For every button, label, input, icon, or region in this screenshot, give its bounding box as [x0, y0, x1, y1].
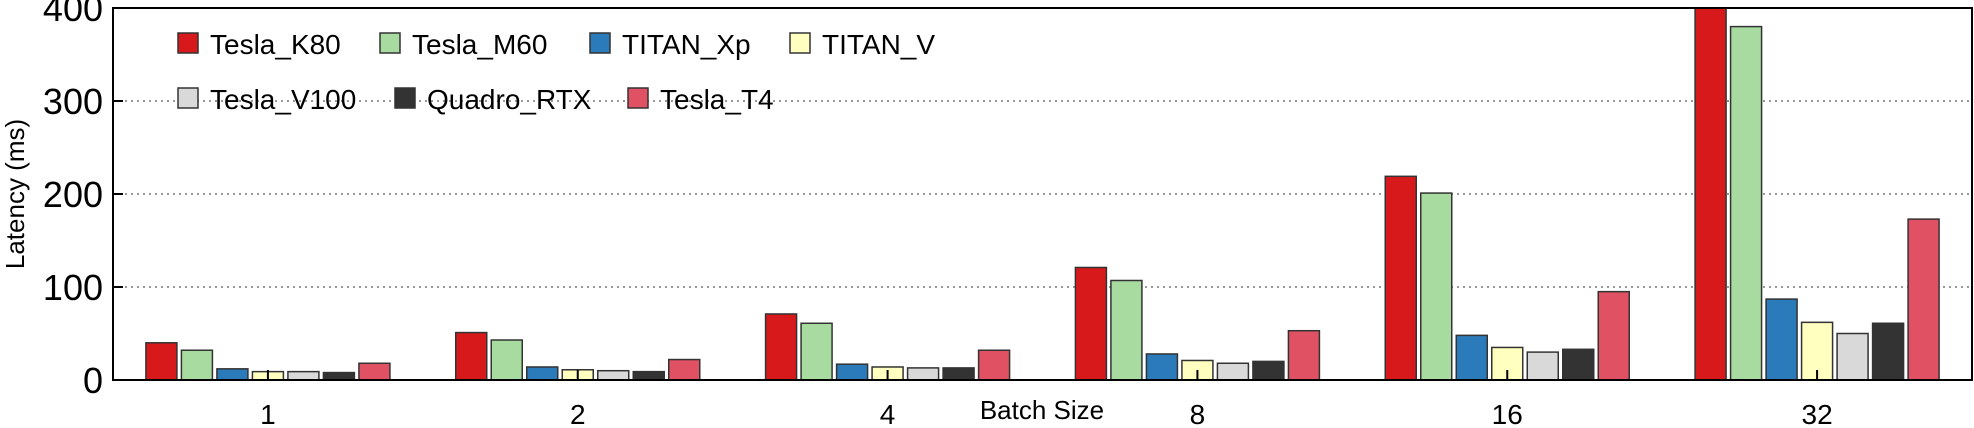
legend-label: Tesla_K80 — [210, 29, 341, 60]
x-tick-label-4: 4 — [880, 399, 896, 428]
bar-tesla-k80-1 — [145, 342, 178, 381]
legend-label: TITAN_Xp — [622, 29, 751, 60]
bar-titan-xp-8 — [1145, 353, 1179, 381]
plot-frame — [112, 7, 1973, 381]
y-tick-label-300: 300 — [43, 81, 103, 122]
legend-item-tesla-v100: Tesla_V100 — [177, 84, 356, 115]
legend-swatch — [177, 32, 199, 54]
legend-item-quadro-rtx: Quadro_RTX — [394, 84, 592, 115]
legend-item-titan-xp: TITAN_Xp — [589, 29, 751, 60]
y-tick-label-100: 100 — [43, 267, 103, 308]
bar-tesla-t4-16 — [1597, 290, 1630, 381]
bar-tesla-t4-8 — [1287, 329, 1321, 381]
bar-quadro-rtx-16 — [1562, 348, 1595, 381]
bar-titan-xp-1 — [216, 368, 249, 381]
bar-tesla-k80-16 — [1384, 175, 1417, 381]
x-tick-label-2: 2 — [570, 399, 586, 428]
bar-quadro-rtx-1 — [322, 371, 356, 381]
bar-quadro-rtx-32 — [1871, 322, 1905, 381]
legend-label: Tesla_M60 — [412, 29, 547, 60]
legend-item-tesla-t4: Tesla_T4 — [627, 84, 774, 115]
bar-titan-xp-4 — [835, 363, 869, 381]
bar-tesla-t4-2 — [668, 358, 701, 381]
x-tick-label-16: 16 — [1492, 399, 1523, 428]
bar-tesla-k80-32 — [1694, 7, 1727, 381]
bar-tesla-v100-1 — [287, 370, 320, 381]
bar-titan-xp-16 — [1455, 334, 1488, 381]
bar-titan-xp-32 — [1765, 298, 1798, 381]
bar-quadro-rtx-8 — [1252, 360, 1285, 381]
bar-tesla-t4-1 — [358, 362, 391, 381]
x-tick-label-8: 8 — [1190, 399, 1206, 428]
bar-tesla-v100-8 — [1216, 362, 1250, 381]
bar-tesla-m60-2 — [490, 339, 523, 381]
bar-tesla-v100-4 — [906, 367, 940, 381]
bar-tesla-m60-8 — [1110, 279, 1143, 381]
bar-tesla-v100-16 — [1526, 351, 1559, 381]
y-axis-label: Latency (ms) — [0, 119, 30, 269]
y-tick-label-200: 200 — [43, 174, 103, 215]
legend-swatch — [177, 87, 199, 109]
bar-tesla-k80-8 — [1074, 266, 1108, 381]
bar-tesla-k80-2 — [455, 331, 488, 381]
legend-item-tesla-m60: Tesla_M60 — [379, 29, 547, 60]
axes — [112, 7, 1973, 381]
bar-tesla-m60-32 — [1729, 25, 1763, 381]
y-tick-label-0: 0 — [83, 360, 103, 401]
x-tick-label-32: 32 — [1802, 399, 1833, 428]
bar-titan-xp-2 — [526, 366, 559, 381]
bar-tesla-m60-1 — [180, 349, 214, 381]
legend-label: Tesla_T4 — [660, 84, 774, 115]
bar-tesla-m60-4 — [800, 322, 833, 381]
legend-item-titan-v: TITAN_V — [789, 29, 935, 60]
legend: Tesla_K80 Tesla_M60 TITAN_Xp TITAN_V Tesla_V… — [177, 29, 935, 115]
gridlines — [113, 100, 1972, 288]
bar-tesla-t4-32 — [1907, 218, 1940, 381]
y-tick-label-400: 400 — [43, 0, 103, 29]
bar-tesla-v100-32 — [1836, 332, 1869, 381]
legend-swatch — [627, 87, 649, 109]
bar-tesla-m60-16 — [1420, 192, 1453, 381]
legend-item-tesla-k80: Tesla_K80 — [177, 29, 341, 60]
x-tick-label-1: 1 — [260, 399, 276, 428]
legend-swatch — [589, 32, 611, 54]
bar-tesla-t4-4 — [977, 349, 1011, 381]
x-ticks: 1 2 4 8 16 32 — [260, 370, 1833, 428]
legend-label: Quadro_RTX — [427, 84, 592, 115]
x-axis-label: Batch Size — [980, 395, 1104, 425]
bar-tesla-v100-2 — [597, 369, 630, 381]
bar-quadro-rtx-2 — [632, 370, 665, 381]
legend-label: Tesla_V100 — [210, 84, 356, 115]
y-ticks: 0 100 200 300 400 — [43, 0, 123, 401]
bar-quadro-rtx-4 — [942, 367, 975, 381]
legend-swatch — [394, 87, 416, 109]
legend-label: TITAN_V — [822, 29, 935, 60]
legend-swatch — [379, 32, 401, 54]
bar-tesla-k80-4 — [764, 313, 798, 381]
legend-swatch — [789, 32, 811, 54]
